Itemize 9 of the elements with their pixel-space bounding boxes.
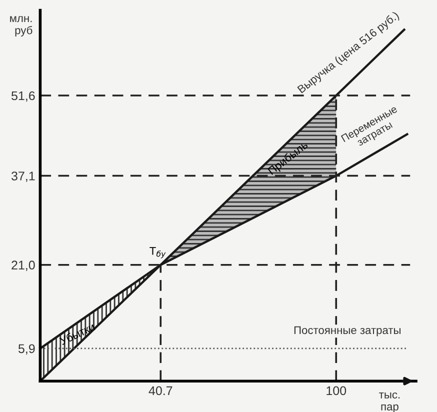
y-tick-label: 37,1	[11, 172, 35, 182]
x-tick-label: 100	[326, 386, 346, 396]
y-tick-label: 51,6	[12, 91, 35, 102]
y-tick-label: 21,0	[12, 260, 35, 272]
y-tick-label: 5,9	[18, 344, 35, 355]
x-tick-label: 40.7	[148, 386, 172, 396]
series-label: Постоянные затраты	[294, 326, 400, 336]
annotation: Т$_{бу}$	[150, 247, 166, 258]
y-axis-title: млн. руб	[10, 16, 32, 36]
